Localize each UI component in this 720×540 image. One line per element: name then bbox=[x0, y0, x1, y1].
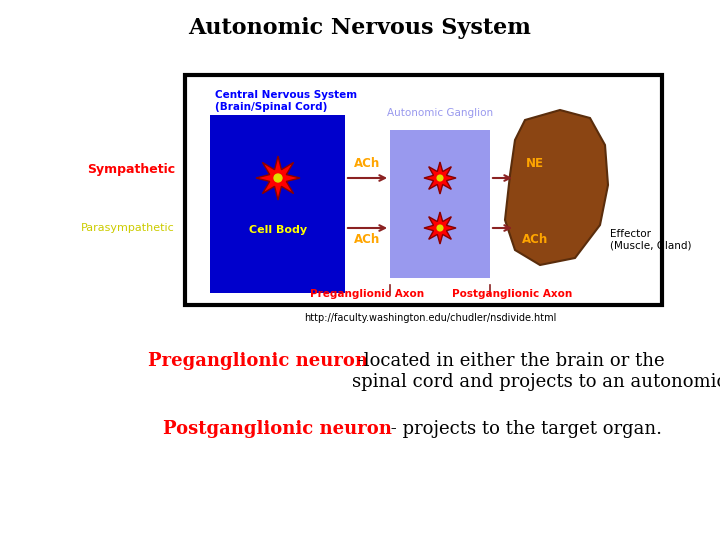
Text: Autonomic Nervous System: Autonomic Nervous System bbox=[189, 17, 531, 39]
Polygon shape bbox=[256, 156, 300, 200]
Text: Autonomic Ganglion: Autonomic Ganglion bbox=[387, 108, 493, 118]
Bar bbox=[390, 130, 490, 278]
Text: ACh: ACh bbox=[354, 157, 381, 170]
Text: -located in either the brain or the
spinal cord and projects to an autonomic gan: -located in either the brain or the spin… bbox=[352, 352, 720, 391]
Polygon shape bbox=[424, 162, 456, 194]
Text: http://faculty.washington.edu/chudler/nsdivide.html: http://faculty.washington.edu/chudler/ns… bbox=[304, 313, 556, 323]
Circle shape bbox=[437, 225, 443, 231]
Bar bbox=[210, 115, 345, 293]
Text: ACh: ACh bbox=[354, 233, 381, 246]
Text: Postganglionic neuron: Postganglionic neuron bbox=[163, 420, 392, 438]
Text: Effector
(Muscle, Gland): Effector (Muscle, Gland) bbox=[610, 229, 691, 251]
Circle shape bbox=[437, 175, 443, 181]
Bar bbox=[185, 75, 662, 305]
Circle shape bbox=[274, 174, 282, 182]
Text: Sympathetic: Sympathetic bbox=[87, 164, 175, 177]
Text: Preganglionic neuron: Preganglionic neuron bbox=[148, 352, 368, 370]
Text: - projects to the target organ.: - projects to the target organ. bbox=[385, 420, 662, 438]
Text: Preganglionic Axon: Preganglionic Axon bbox=[310, 289, 425, 299]
Polygon shape bbox=[424, 212, 456, 244]
Text: ACh: ACh bbox=[522, 233, 548, 246]
Text: Parasympathetic: Parasympathetic bbox=[81, 223, 175, 233]
Polygon shape bbox=[505, 110, 608, 265]
Text: Postganglionic Axon: Postganglionic Axon bbox=[452, 289, 572, 299]
Text: NE: NE bbox=[526, 157, 544, 170]
Text: Cell Body: Cell Body bbox=[249, 225, 307, 235]
Text: Central Nervous System
(Brain/Spinal Cord): Central Nervous System (Brain/Spinal Cor… bbox=[215, 90, 357, 112]
